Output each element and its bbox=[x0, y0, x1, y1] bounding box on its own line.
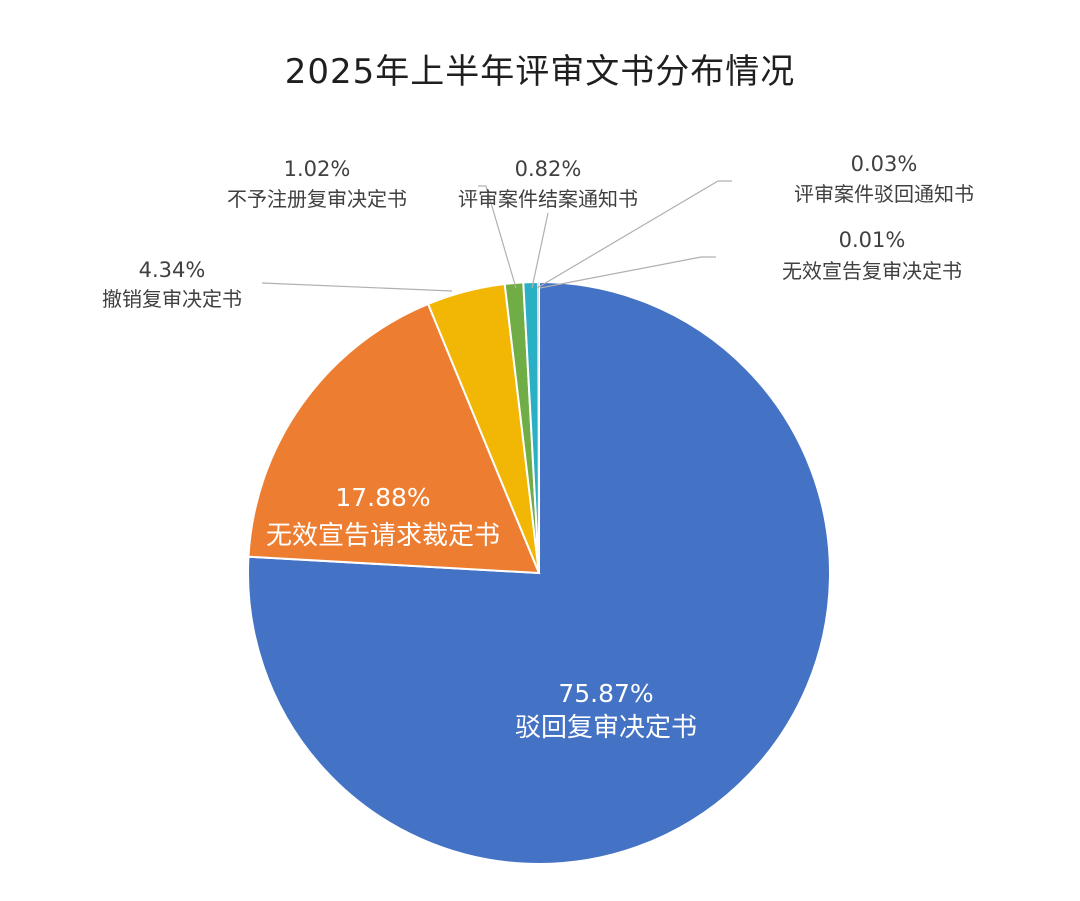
slice-percent-label: 0.03% bbox=[851, 152, 918, 176]
slice-percent-label: 75.87% bbox=[558, 679, 653, 708]
slice-category-label: 撤销复审决定书 bbox=[102, 287, 242, 311]
slice-category-label: 不予注册复审决定书 bbox=[227, 187, 407, 211]
slice-percent-label: 1.02% bbox=[284, 157, 351, 181]
leader-line bbox=[261, 282, 453, 292]
slice-category-label: 驳回复审决定书 bbox=[515, 713, 697, 743]
slice-category-label: 无效宣告复审决定书 bbox=[782, 259, 962, 283]
leader-line bbox=[536, 180, 732, 289]
leader-line bbox=[478, 185, 517, 289]
slice-category-label: 评审案件驳回通知书 bbox=[794, 182, 974, 206]
slice-category-label: 评审案件结案通知书 bbox=[458, 187, 638, 211]
chart-title: 2025年上半年评审文书分布情况 bbox=[284, 52, 796, 92]
slice-percent-label: 0.82% bbox=[515, 157, 582, 181]
slice-percent-label: 17.88% bbox=[335, 483, 430, 512]
slice-percent-label: 4.34% bbox=[139, 258, 206, 282]
slice-category-label: 无效宣告请求裁定书 bbox=[266, 521, 500, 551]
leader-line bbox=[539, 256, 716, 289]
pie-slice bbox=[247, 302, 541, 575]
slice-percent-label: 0.01% bbox=[839, 228, 906, 252]
pie-slice bbox=[247, 280, 831, 865]
leader-line bbox=[531, 212, 549, 289]
